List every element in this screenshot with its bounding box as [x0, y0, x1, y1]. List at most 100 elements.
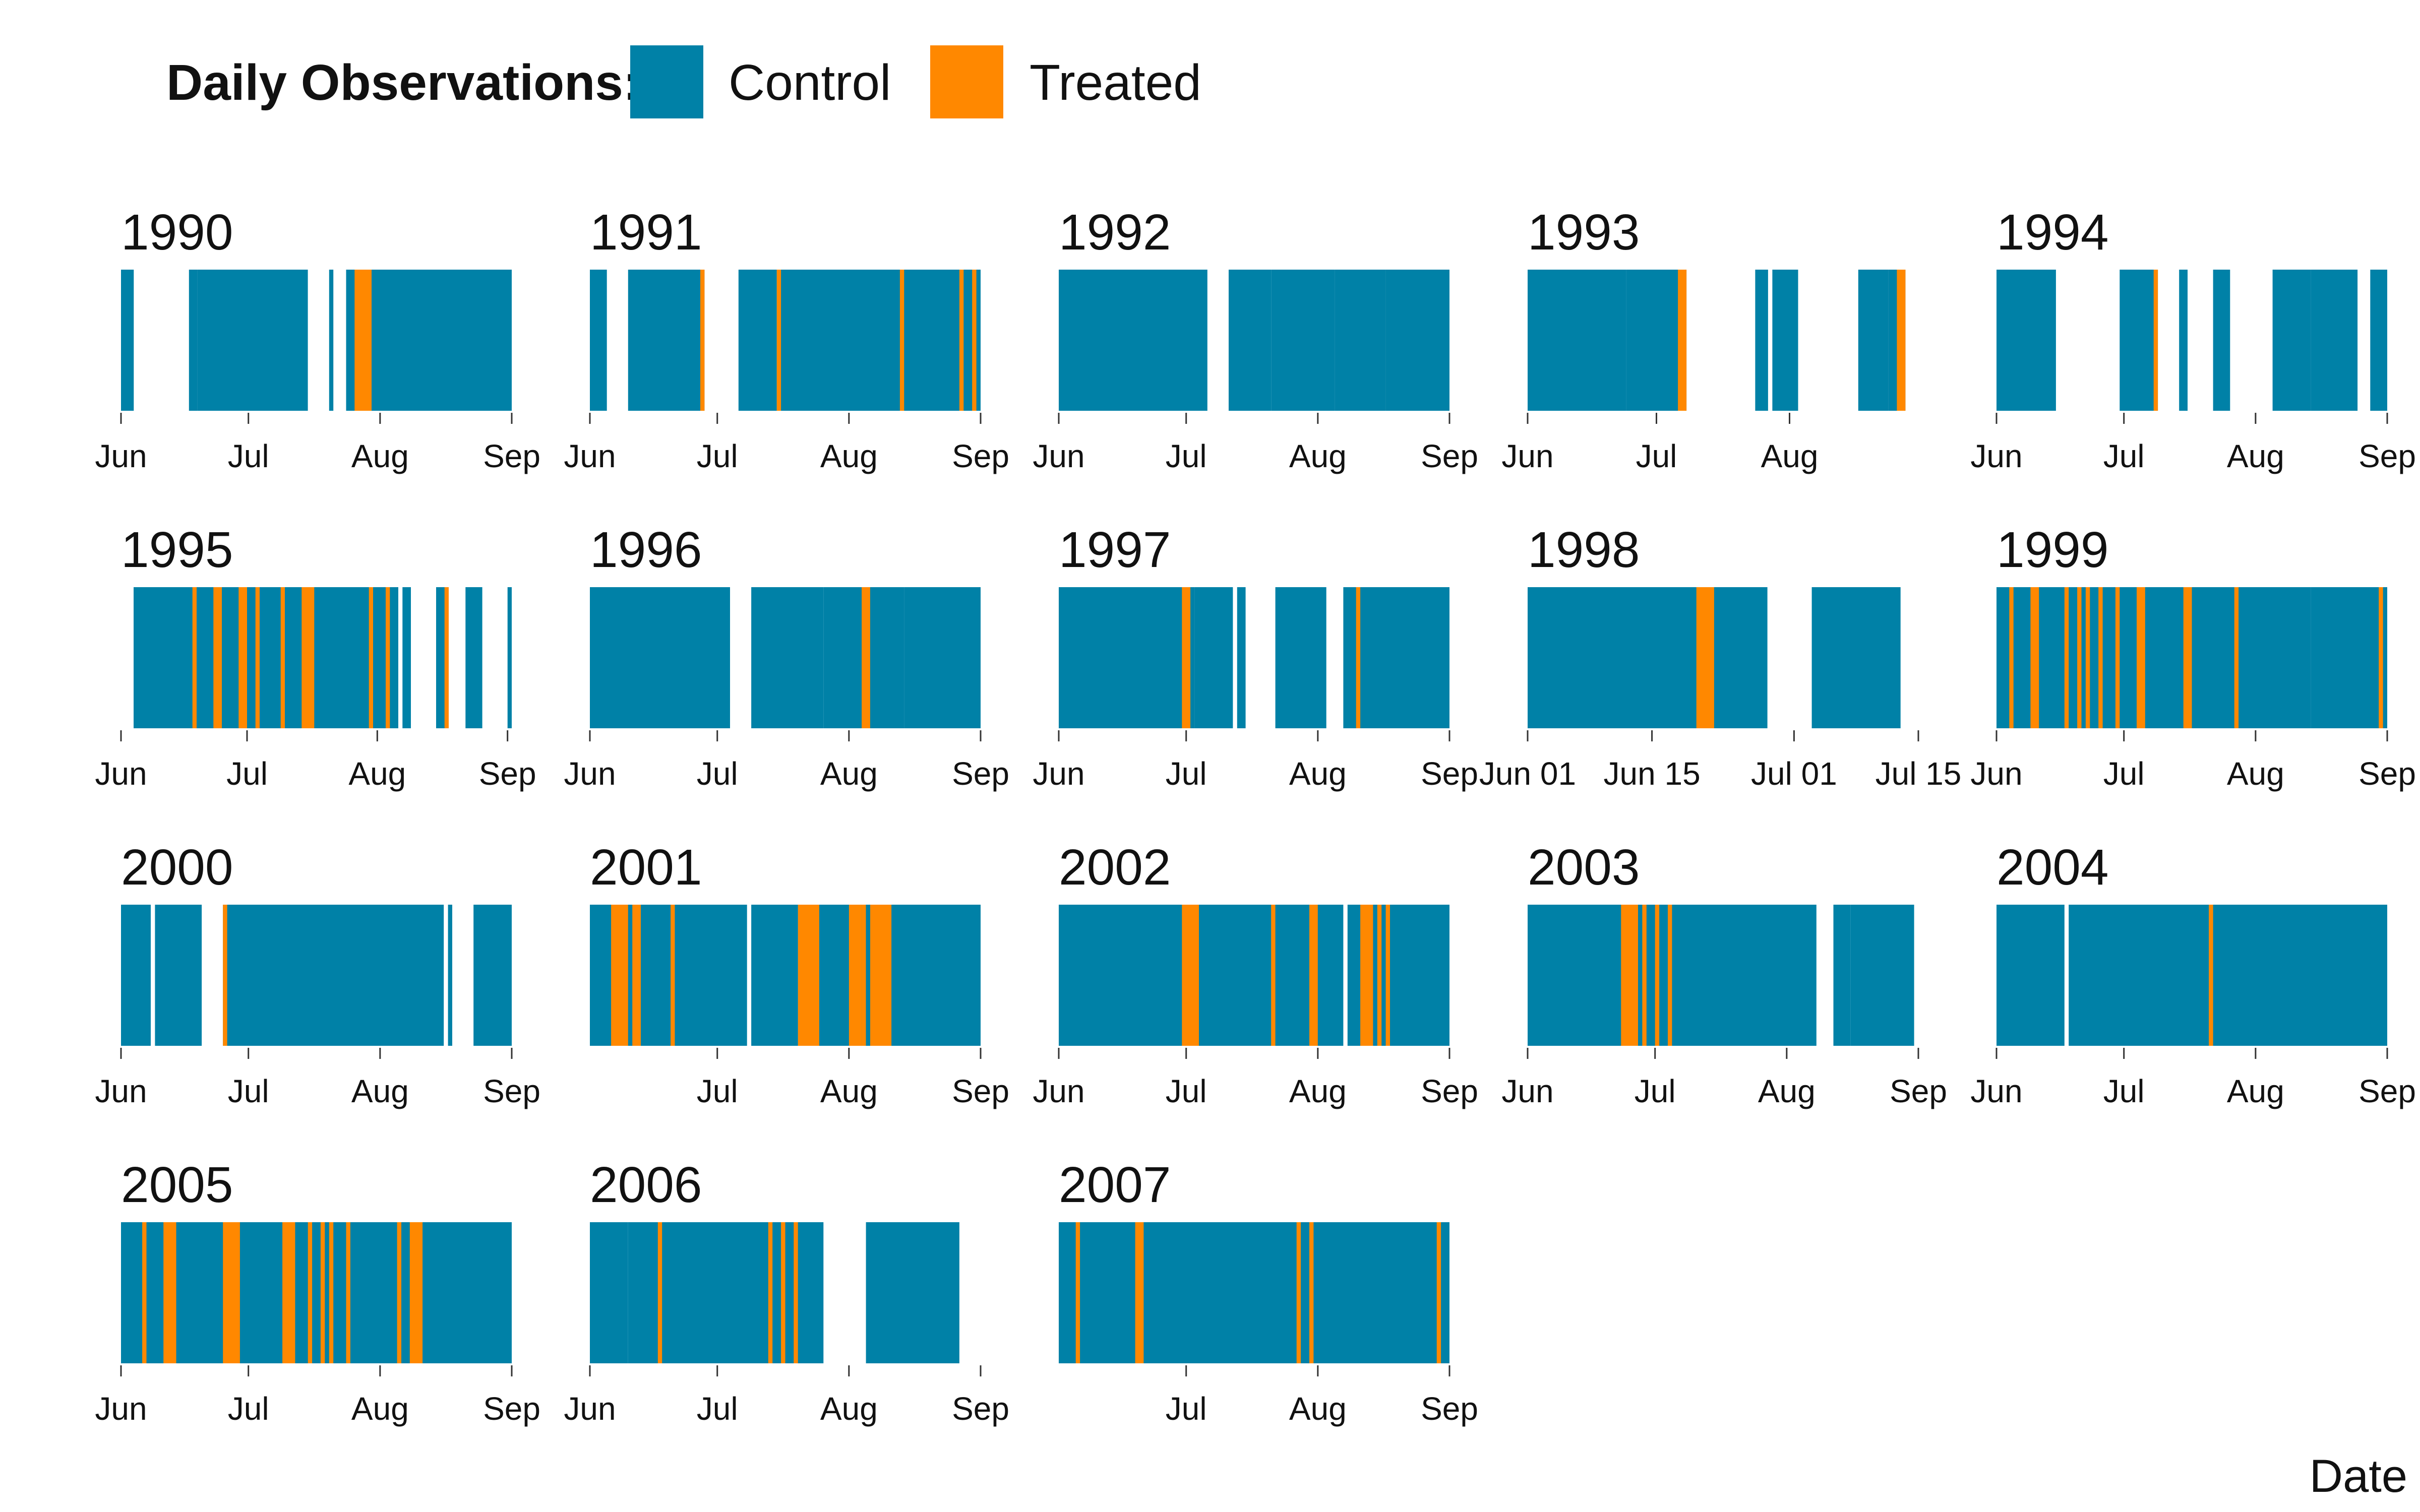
- x-tick-label: Jul: [2103, 755, 2145, 792]
- x-tick-label: Jun: [1033, 1073, 1084, 1109]
- treated-segment: [632, 905, 641, 1046]
- treated-segment: [611, 905, 628, 1046]
- x-tick-label: Aug: [820, 438, 878, 474]
- control-segment: [1059, 270, 1207, 411]
- control-segment: [1996, 270, 2056, 411]
- treated-segment: [657, 1222, 662, 1363]
- x-tick-label: Aug: [2227, 755, 2284, 792]
- treated-segment: [2030, 587, 2039, 728]
- control-segment: [329, 270, 334, 411]
- treated-segment: [2153, 270, 2158, 411]
- treated-segment: [238, 587, 247, 728]
- legend: Daily Observations: Control Treated: [166, 45, 1201, 118]
- x-tick-label: Jul: [697, 1073, 738, 1109]
- x-tick-label: Aug: [2227, 438, 2284, 474]
- treated-segment: [862, 587, 870, 728]
- treated-segment: [409, 1222, 423, 1363]
- treated-segment: [2379, 587, 2383, 728]
- treated-segment: [444, 587, 449, 728]
- x-tick-label: Jul: [1166, 438, 1207, 474]
- control-segment: [751, 587, 824, 728]
- control-segment: [2311, 270, 2358, 411]
- control-segment: [1275, 587, 1326, 728]
- panel-1990: 1990 Jun Jul Aug Sep: [95, 204, 540, 474]
- x-tick-label: Aug: [1761, 438, 1819, 474]
- control-segment: [1059, 905, 1344, 1046]
- x-tick-label: Jun: [1501, 1073, 1553, 1109]
- treated-segment: [329, 1222, 334, 1363]
- panel-title: 1991: [590, 204, 702, 261]
- panel-2006: 2006 Jun Jul Aug Sep: [564, 1157, 1009, 1427]
- panel-1993: 1993 Jun Jul Aug: [1501, 204, 1906, 474]
- panel-title: 2001: [590, 839, 702, 896]
- treated-segment: [213, 587, 222, 728]
- treated-segment: [1668, 905, 1672, 1046]
- treated-segment: [2115, 587, 2120, 728]
- panel-title: 1990: [121, 204, 233, 261]
- treated-segment: [320, 1222, 325, 1363]
- x-tick-label: Jul: [228, 1073, 269, 1109]
- treated-segment: [972, 270, 977, 411]
- x-tick-label: Sep: [952, 438, 1009, 474]
- control-segment: [738, 270, 777, 411]
- treated-segment: [1642, 905, 1647, 1046]
- treated-segment: [776, 270, 781, 411]
- treated-segment: [899, 270, 904, 411]
- legend-label-treated: Treated: [1030, 54, 1201, 111]
- treated-segment: [2209, 905, 2213, 1046]
- x-tick-label: Sep: [483, 1073, 540, 1109]
- x-tick-label: Jul: [2103, 1073, 2145, 1109]
- x-tick-label: Jun 15: [1604, 755, 1701, 792]
- x-tick-label: Aug: [348, 755, 406, 792]
- panel-1997: 1997 Jun Jul Aug Sep: [1033, 522, 1478, 792]
- x-tick-label: Aug: [820, 755, 878, 792]
- control-segment: [2120, 270, 2158, 411]
- x-tick-label: Jun: [95, 438, 147, 474]
- control-segment: [1059, 1222, 1449, 1363]
- treated-segment: [2234, 587, 2239, 728]
- control-segment: [590, 1222, 628, 1363]
- control-segment: [628, 270, 705, 411]
- control-segment: [134, 587, 398, 728]
- panel-title: 1998: [1528, 522, 1640, 578]
- x-tick-label: Jun: [1501, 438, 1553, 474]
- x-tick-label: Sep: [479, 755, 536, 792]
- x-tick-label: Jun: [564, 755, 616, 792]
- x-tick-label: Jul 01: [1751, 755, 1837, 792]
- x-tick-label: Jul: [1636, 438, 1677, 474]
- panel-2007: 2007 Jul Aug Sep: [1059, 1157, 1478, 1427]
- control-segment: [866, 1222, 959, 1363]
- x-tick-label: Aug: [1289, 1073, 1347, 1109]
- x-tick-label: Jul: [697, 755, 738, 792]
- control-segment: [121, 270, 134, 411]
- x-tick-label: Sep: [2358, 1073, 2416, 1109]
- x-tick-label: Sep: [952, 755, 1009, 792]
- panel-title: 2000: [121, 839, 233, 896]
- x-tick-label: Jul: [226, 755, 268, 792]
- x-tick-label: Jun: [1033, 755, 1084, 792]
- control-segment: [2179, 270, 2188, 411]
- x-tick-label: Jun: [95, 1391, 147, 1427]
- control-segment: [2370, 270, 2387, 411]
- control-segment: [2069, 905, 2209, 1046]
- x-tick-label: Jul: [228, 438, 269, 474]
- x-tick-label: Sep: [2358, 755, 2416, 792]
- x-tick-label: Aug: [1289, 438, 1347, 474]
- panel-title: 1997: [1059, 522, 1171, 578]
- control-segment: [1271, 270, 1335, 411]
- x-tick-label: Aug: [1289, 755, 1347, 792]
- treated-segment: [870, 905, 892, 1046]
- control-segment: [904, 587, 981, 728]
- panel-title: 1996: [590, 522, 702, 578]
- panel-1992: 1992 Jun Jul Aug Sep: [1033, 204, 1478, 474]
- control-segment: [1059, 587, 1195, 728]
- treated-segment: [354, 270, 372, 411]
- x-tick-label: Jun: [1970, 755, 2022, 792]
- control-segment: [2272, 270, 2311, 411]
- panel-title: 2006: [590, 1157, 702, 1213]
- panel-1996: 1996 Jun Jul Aug Sep: [564, 522, 1009, 792]
- x-tick-label: Jun: [1970, 438, 2022, 474]
- control-segment: [1343, 587, 1449, 728]
- panel-title: 2002: [1059, 839, 1171, 896]
- panel-1998: 1998 Jun 01 Jun 15 Jul 01 Jul 15: [1479, 522, 1961, 792]
